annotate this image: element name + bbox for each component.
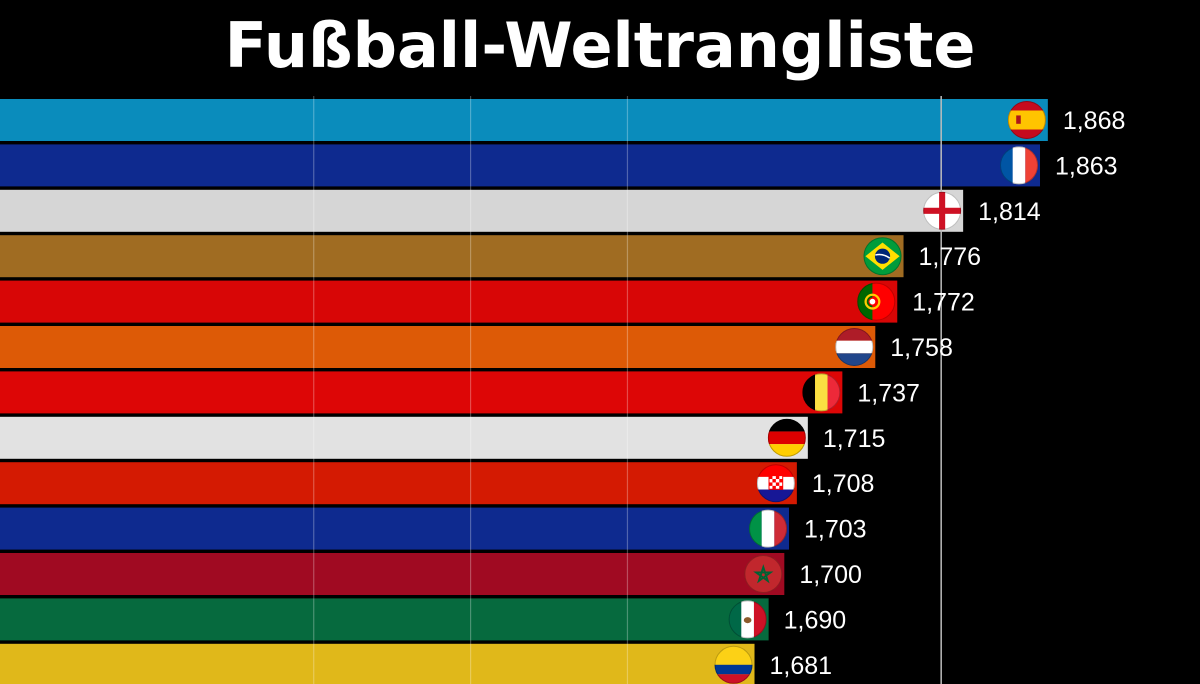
bar-spain xyxy=(0,99,1048,141)
colombia-flag-icon xyxy=(714,645,753,684)
italy-flag-icon xyxy=(749,509,788,548)
value-label: 1,863 xyxy=(1055,152,1118,180)
bar-belgium xyxy=(0,371,843,414)
bar-netherlands xyxy=(0,326,876,368)
value-label: 1,700 xyxy=(799,561,862,589)
bars-group xyxy=(0,99,1048,684)
bar-italy xyxy=(0,507,790,550)
bar-colombia xyxy=(0,643,755,684)
value-label: 1,868 xyxy=(1063,107,1126,135)
value-label: 1,772 xyxy=(912,289,975,317)
value-label: 1,737 xyxy=(857,379,920,407)
chart-title: Fußball-Weltrangliste xyxy=(224,9,976,82)
bar-brazil xyxy=(0,235,904,278)
bar-mexico xyxy=(0,598,769,641)
value-label: 1,708 xyxy=(812,470,875,498)
value-label: 1,681 xyxy=(770,652,833,680)
belgium-flag-icon xyxy=(802,373,841,412)
france-flag-icon xyxy=(1000,146,1038,185)
bar-england xyxy=(0,189,964,232)
brazil-flag-icon xyxy=(863,237,902,276)
bar-morocco xyxy=(0,553,785,595)
bar-portugal xyxy=(0,280,898,323)
portugal-flag-icon xyxy=(857,282,896,321)
spain-flag-icon xyxy=(1007,101,1046,139)
mexico-flag-icon xyxy=(728,600,767,639)
netherlands-flag-icon xyxy=(835,328,874,366)
germany-flag-icon xyxy=(767,418,806,457)
flags-group xyxy=(714,101,1046,684)
england-flag-icon xyxy=(923,191,962,230)
morocco-flag-icon xyxy=(744,555,783,593)
value-label: 1,703 xyxy=(804,516,867,544)
bar-france xyxy=(0,144,1040,187)
value-label: 1,776 xyxy=(919,243,982,271)
bar-germany xyxy=(0,416,808,459)
value-label: 1,758 xyxy=(890,334,953,362)
value-labels-group: 1,868 1,863 1,814 1,776 1,772 1,758 1,737 1,715… xyxy=(770,107,1126,680)
value-label: 1,715 xyxy=(823,425,886,453)
croatia-flag-icon xyxy=(756,464,795,503)
bar-croatia xyxy=(0,462,797,505)
value-label: 1,690 xyxy=(784,606,847,634)
value-label: 1,814 xyxy=(978,198,1041,226)
